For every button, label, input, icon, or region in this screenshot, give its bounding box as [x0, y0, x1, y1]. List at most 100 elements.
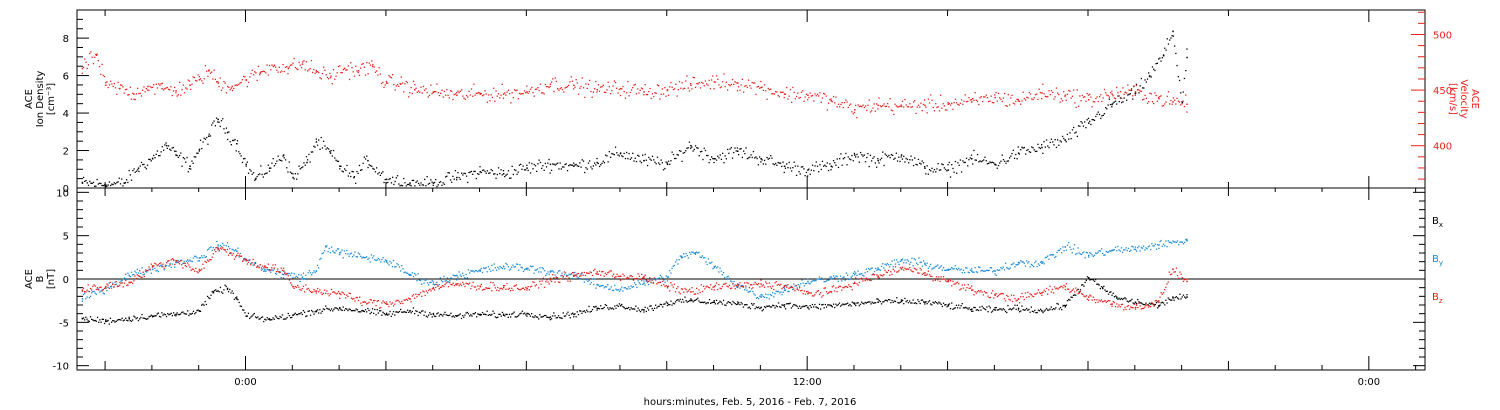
by-point [746, 289, 748, 291]
bz-point [469, 282, 471, 284]
density-point [212, 122, 214, 124]
density-point [350, 175, 352, 178]
bx-point [946, 306, 948, 308]
velocity-point [189, 84, 191, 86]
bz-point [1027, 291, 1029, 294]
by-point [913, 258, 915, 260]
by-point [126, 278, 128, 281]
bz-point [277, 268, 279, 270]
bx-point [711, 302, 713, 304]
bz-point [1038, 292, 1041, 294]
by-point [385, 259, 388, 262]
bx-point [728, 301, 731, 304]
velocity-point [378, 67, 380, 69]
bx-point [937, 303, 939, 305]
density-point [339, 165, 341, 167]
density-point [824, 164, 826, 166]
density-point [1167, 43, 1170, 45]
bz-point [650, 281, 652, 283]
density-point [616, 152, 618, 154]
by-point [340, 251, 342, 253]
bz-point [368, 301, 370, 303]
bx-point [656, 307, 658, 309]
by-point [997, 269, 1000, 272]
velocity-point [1052, 91, 1054, 94]
bx-point [614, 305, 616, 307]
by-point [584, 278, 587, 281]
velocity-point [108, 84, 111, 86]
density-point [899, 160, 901, 163]
by-point [1121, 251, 1124, 253]
velocity-point [952, 108, 954, 110]
bz-point [824, 287, 826, 289]
density-point [510, 177, 512, 179]
velocity-point [376, 70, 378, 72]
density-point [515, 169, 517, 172]
density-point [1010, 155, 1012, 157]
by-point [288, 272, 291, 275]
density-point [1175, 52, 1177, 55]
density-point [1076, 135, 1078, 137]
bx-point [494, 316, 496, 318]
bz-point [508, 287, 511, 289]
density-point [138, 170, 140, 173]
density-point [111, 183, 113, 185]
velocity-point [619, 87, 622, 90]
bx-point [401, 311, 403, 313]
bx-point [619, 305, 622, 307]
velocity-point [545, 86, 548, 88]
by-point [217, 244, 219, 246]
bx-point [855, 304, 857, 307]
bx-point [533, 316, 535, 319]
velocity-point [268, 64, 271, 67]
by-point [595, 287, 597, 289]
velocity-point [350, 62, 352, 64]
bz-point [381, 302, 383, 304]
bx-point [549, 316, 552, 318]
by-point [619, 288, 622, 290]
density-point [712, 158, 714, 160]
by-point [332, 250, 334, 252]
velocity-point [410, 86, 412, 89]
density-point [222, 118, 224, 120]
bz-point [739, 282, 741, 284]
density-point [289, 171, 292, 173]
velocity-point [1117, 92, 1119, 94]
velocity-point [808, 96, 810, 99]
by-point [411, 272, 413, 274]
bx-point [1155, 302, 1158, 304]
velocity-point [1022, 91, 1024, 93]
by-point [524, 268, 526, 271]
by-point [1063, 250, 1065, 252]
density-point [1032, 147, 1034, 149]
bx-point [424, 311, 426, 313]
bx-point [245, 315, 247, 317]
bz-point [912, 271, 914, 273]
velocity-point [1057, 92, 1059, 94]
density-point [166, 147, 168, 149]
velocity-point [1124, 91, 1126, 93]
velocity-point [629, 91, 631, 94]
density-point [882, 151, 884, 153]
bx-point [314, 311, 316, 313]
velocity-point [771, 93, 773, 95]
density-point [566, 170, 569, 172]
velocity-point [760, 80, 762, 83]
bz-point [878, 277, 880, 279]
velocity-point [573, 84, 575, 86]
by-point [617, 289, 619, 291]
bx-point [209, 297, 211, 300]
bx-point [136, 317, 138, 319]
velocity-point [422, 85, 425, 88]
bx-point [150, 314, 152, 316]
density-point [558, 168, 560, 170]
density-point [101, 184, 103, 187]
bz-point [495, 289, 498, 291]
bx-point [333, 308, 335, 310]
bz-point [653, 277, 656, 279]
by-point [127, 272, 129, 274]
velocity-point [456, 92, 458, 94]
velocity-point [1172, 101, 1174, 103]
bx-point [712, 301, 714, 303]
bz-point [718, 284, 720, 286]
